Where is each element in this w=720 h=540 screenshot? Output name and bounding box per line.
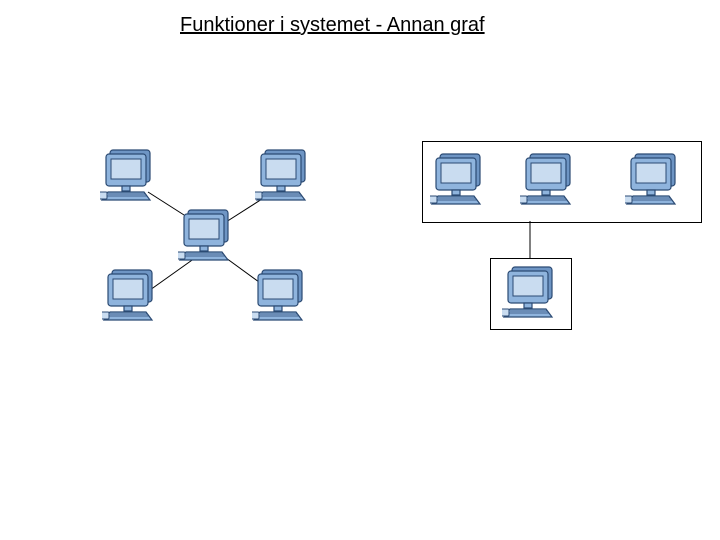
- computer-icon: [502, 265, 558, 321]
- computer-icon: [100, 148, 156, 204]
- computer-icon: [178, 208, 234, 264]
- computer-icon: [625, 152, 681, 208]
- computer-icon: [252, 268, 308, 324]
- computer-icon: [430, 152, 486, 208]
- computer-icon: [520, 152, 576, 208]
- computer-icon: [102, 268, 158, 324]
- computer-icon: [255, 148, 311, 204]
